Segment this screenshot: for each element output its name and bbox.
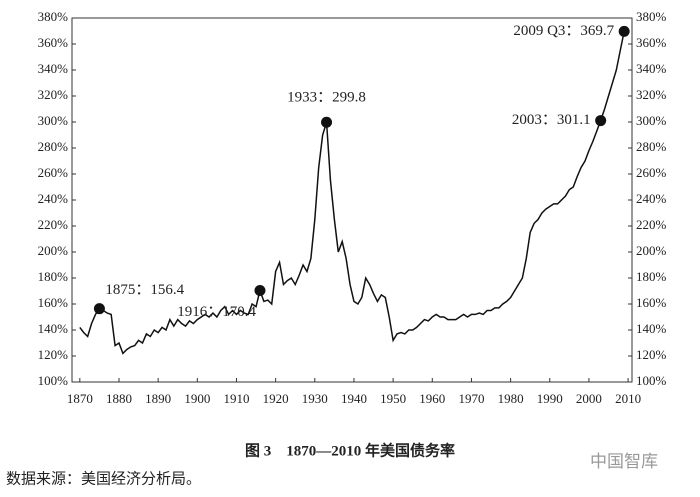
y2-tick-label: 320% bbox=[636, 87, 667, 102]
y-tick-label: 160% bbox=[38, 295, 69, 310]
y-tick-label: 280% bbox=[38, 139, 69, 154]
annotation-point bbox=[595, 115, 607, 127]
x-tick-label: 1870 bbox=[67, 391, 93, 406]
y-tick-label: 100% bbox=[38, 373, 69, 388]
annotation-label: 1875：156.4 bbox=[105, 282, 184, 298]
y-tick-label: 120% bbox=[38, 347, 69, 362]
x-tick-label: 1920 bbox=[263, 391, 289, 406]
y2-tick-label: 360% bbox=[636, 35, 667, 50]
y-tick-label: 180% bbox=[38, 269, 69, 284]
annotation-label: 1933：299.8 bbox=[287, 90, 366, 106]
y2-tick-label: 180% bbox=[636, 269, 667, 284]
y2-tick-label: 300% bbox=[636, 113, 667, 128]
x-tick-label: 1890 bbox=[145, 391, 171, 406]
y2-tick-label: 340% bbox=[636, 61, 667, 76]
y-tick-label: 140% bbox=[38, 321, 69, 336]
y-tick-label: 380% bbox=[38, 9, 69, 24]
plot-frame bbox=[71, 17, 633, 383]
annotation-label: 2009 Q3：369.7 bbox=[513, 23, 614, 39]
y2-tick-label: 120% bbox=[636, 347, 667, 362]
annotation-label: 2003：301.1 bbox=[512, 112, 591, 128]
annotation-label: 1916：170.4 bbox=[177, 304, 256, 320]
y2-tick-label: 160% bbox=[636, 295, 667, 310]
annotation-point bbox=[254, 284, 266, 296]
y-tick-label: 240% bbox=[38, 191, 69, 206]
source: 数据来源：美国经济分析局。 bbox=[6, 470, 201, 487]
y-tick-label: 340% bbox=[38, 61, 69, 76]
x-tick-label: 1980 bbox=[498, 391, 524, 406]
y-tick-label: 260% bbox=[38, 165, 69, 180]
x-tick-label: 1910 bbox=[223, 391, 249, 406]
y-tick-label: 320% bbox=[38, 87, 69, 102]
y-tick-label: 220% bbox=[38, 217, 69, 232]
y-tick-label: 360% bbox=[38, 35, 69, 50]
x-tick-label: 1900 bbox=[184, 391, 210, 406]
x-tick-label: 1960 bbox=[419, 391, 445, 406]
y2-tick-label: 280% bbox=[636, 139, 667, 154]
y2-tick-label: 240% bbox=[636, 191, 667, 206]
x-tick-label: 1990 bbox=[537, 391, 563, 406]
y2-tick-label: 100% bbox=[636, 373, 667, 388]
x-tick-label: 2000 bbox=[576, 391, 602, 406]
annotation-point bbox=[93, 303, 105, 315]
x-tick-label: 1940 bbox=[341, 391, 367, 406]
line bbox=[79, 31, 625, 355]
x-tick-label: 1880 bbox=[106, 391, 132, 406]
x-tick-label: 1950 bbox=[380, 391, 406, 406]
watermark: 中国智库 bbox=[590, 452, 658, 472]
x-tick-label: 1930 bbox=[302, 391, 328, 406]
y2-tick-label: 380% bbox=[636, 9, 667, 24]
x-tick-label: 1970 bbox=[458, 391, 484, 406]
y-tick-label: 200% bbox=[38, 243, 69, 258]
x-tick-label: 2010 bbox=[615, 391, 641, 406]
y2-tick-label: 200% bbox=[636, 243, 667, 258]
y-tick-label: 300% bbox=[38, 113, 69, 128]
y2-tick-label: 220% bbox=[636, 217, 667, 232]
y2-tick-label: 260% bbox=[636, 165, 667, 180]
caption: 图 3 1870—2010 年美国债务率 bbox=[245, 441, 455, 459]
y2-tick-label: 140% bbox=[636, 321, 667, 336]
annotation-point bbox=[321, 116, 333, 128]
annotation-point bbox=[618, 25, 630, 37]
